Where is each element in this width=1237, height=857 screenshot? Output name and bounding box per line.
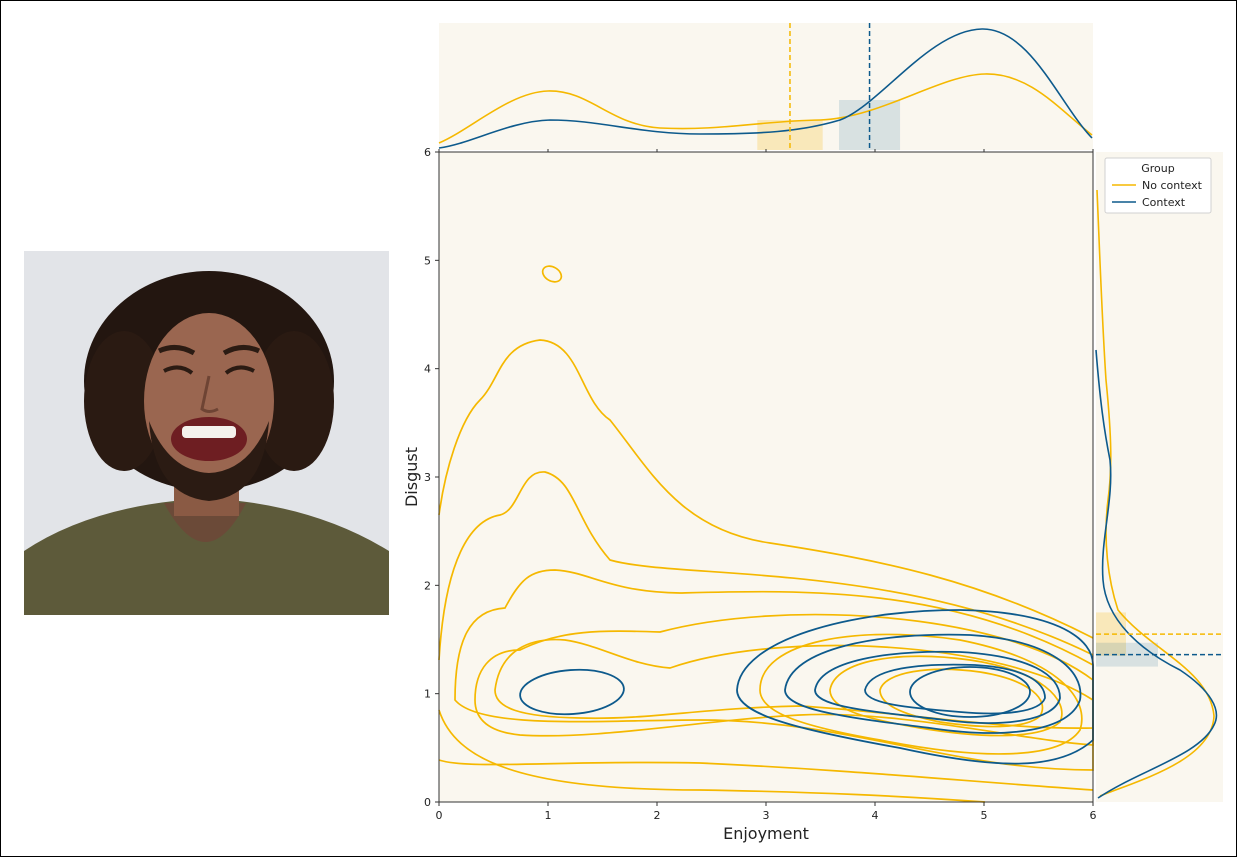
- contour-nc-2: [438, 471, 1094, 661]
- x-tick-label: 4: [872, 809, 879, 822]
- legend-entry-no-context: No context: [1142, 179, 1203, 192]
- y-tick-label: 1: [424, 688, 431, 701]
- contour-nc-right-1: [759, 633, 1083, 755]
- y-tick-label: 5: [424, 254, 431, 267]
- y-tick-label: 6: [424, 146, 431, 159]
- legend-title: Group: [1141, 162, 1175, 175]
- x-tick-label: 5: [981, 809, 988, 822]
- contour-nc-island: [541, 265, 563, 283]
- contour-c-5: [909, 666, 1031, 718]
- top-axis-ticks: [438, 149, 1094, 152]
- y-tick-label: 3: [424, 471, 431, 484]
- contour-nc-2b: [438, 759, 1094, 791]
- x-axis-ticks: 0 1 2 3 4 5 6: [436, 802, 1097, 822]
- contour-nc-outer-left: [438, 709, 986, 803]
- stimulus-face-photo: [24, 251, 389, 615]
- y-axis-ticks: 0 1 2 3 4 5 6: [424, 146, 439, 809]
- x-tick-label: 2: [654, 809, 661, 822]
- top-kde-context: [438, 28, 1093, 149]
- contour-c-4: [864, 663, 1046, 715]
- right-marginal-background: [1096, 152, 1223, 802]
- ci-band-top-context: [839, 100, 901, 150]
- y-tick-label: 4: [424, 363, 431, 376]
- x-tick-label: 0: [436, 809, 443, 822]
- contour-c-3: [814, 650, 1061, 724]
- y-axis-label: Disgust: [402, 447, 421, 507]
- contour-c-left: [519, 668, 625, 716]
- contour-nc-3: [454, 569, 1094, 771]
- contour-c-2: [784, 633, 1082, 734]
- main-plot-background: [439, 152, 1093, 802]
- y-tick-label: 0: [424, 796, 431, 809]
- x-tick-label: 6: [1090, 809, 1097, 822]
- right-kde-context: [1095, 349, 1218, 799]
- x-tick-label: 3: [763, 809, 770, 822]
- legend-entry-context: Context: [1142, 196, 1186, 209]
- legend: Group No context Context: [1104, 157, 1212, 214]
- top-marginal-background: [439, 23, 1093, 150]
- top-kde-no-context: [438, 73, 1093, 144]
- ci-band-right-context: [1096, 642, 1158, 667]
- x-axis-label: Enjoyment: [723, 824, 809, 843]
- contour-nc-outer: [438, 339, 1094, 639]
- x-tick-label: 1: [545, 809, 552, 822]
- y-tick-label: 2: [424, 579, 431, 592]
